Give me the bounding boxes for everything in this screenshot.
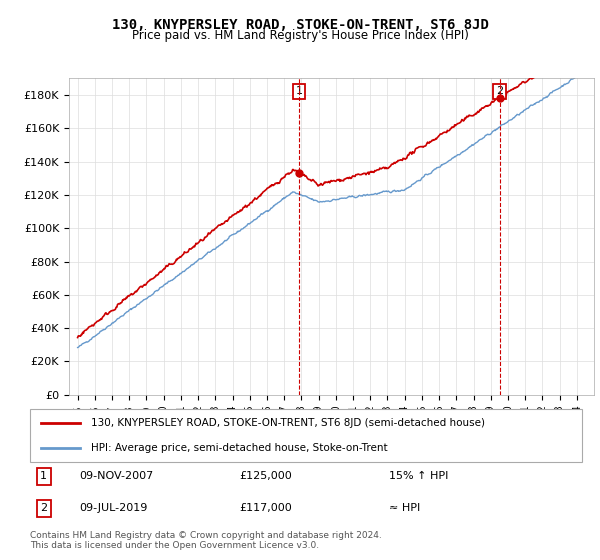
Text: ≈ HPI: ≈ HPI: [389, 503, 420, 514]
Text: 15% ↑ HPI: 15% ↑ HPI: [389, 471, 448, 481]
Text: 2: 2: [496, 86, 503, 96]
Text: 130, KNYPERSLEY ROAD, STOKE-ON-TRENT, ST6 8JD: 130, KNYPERSLEY ROAD, STOKE-ON-TRENT, ST…: [112, 18, 488, 32]
Text: £125,000: £125,000: [240, 471, 293, 481]
Text: 09-JUL-2019: 09-JUL-2019: [80, 503, 148, 514]
Text: 1: 1: [40, 471, 47, 481]
Text: Contains HM Land Registry data © Crown copyright and database right 2024.
This d: Contains HM Land Registry data © Crown c…: [30, 531, 382, 550]
Text: 1: 1: [295, 86, 302, 96]
FancyBboxPatch shape: [30, 409, 582, 462]
Text: 2: 2: [40, 503, 47, 514]
Text: 130, KNYPERSLEY ROAD, STOKE-ON-TRENT, ST6 8JD (semi-detached house): 130, KNYPERSLEY ROAD, STOKE-ON-TRENT, ST…: [91, 418, 485, 428]
Text: £117,000: £117,000: [240, 503, 293, 514]
Text: 09-NOV-2007: 09-NOV-2007: [80, 471, 154, 481]
Text: HPI: Average price, semi-detached house, Stoke-on-Trent: HPI: Average price, semi-detached house,…: [91, 442, 388, 452]
Text: Price paid vs. HM Land Registry's House Price Index (HPI): Price paid vs. HM Land Registry's House …: [131, 29, 469, 42]
